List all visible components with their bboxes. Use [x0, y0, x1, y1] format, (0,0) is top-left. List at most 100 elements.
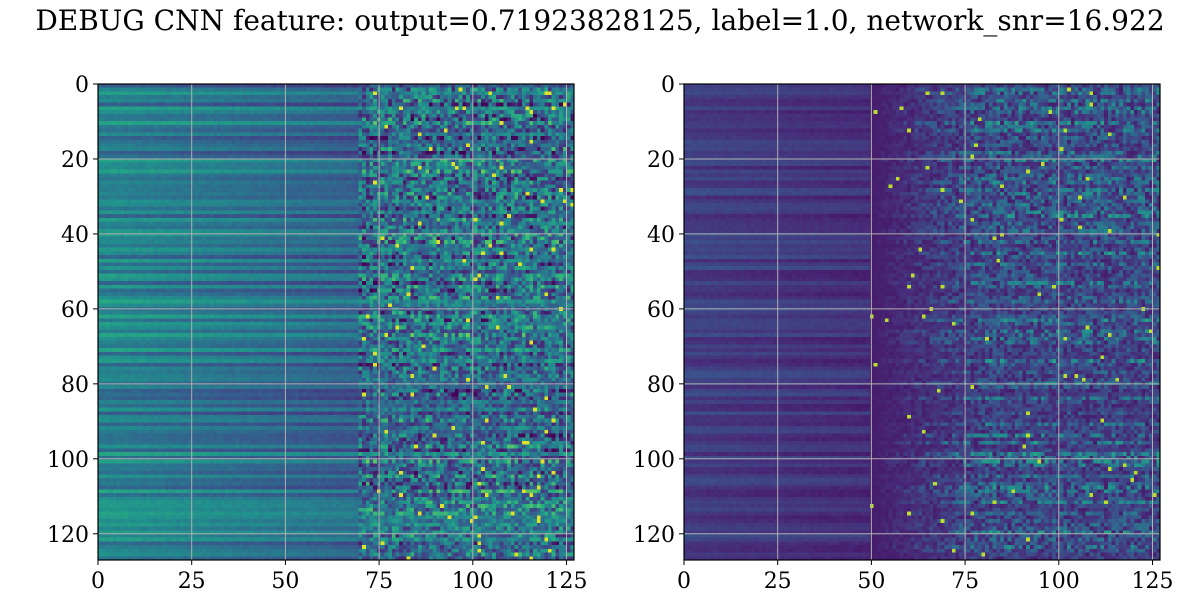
- heatmap-cell: [562, 113, 567, 118]
- heatmap-cell: [179, 128, 184, 133]
- heatmap-cell: [443, 158, 448, 163]
- heatmap-cell: [402, 98, 408, 103]
- heatmap-cell: [492, 150, 497, 156]
- heatmap-cell: [168, 206, 173, 211]
- heatmap-cell: [146, 191, 151, 196]
- heatmap-cell: [239, 150, 244, 156]
- heatmap-cell: [313, 154, 318, 159]
- heatmap-cell: [287, 128, 292, 133]
- heatmap-cell: [269, 180, 274, 185]
- heatmap-cell: [265, 110, 270, 115]
- heatmap-cell: [239, 124, 244, 129]
- heatmap-cell: [183, 165, 188, 170]
- heatmap-cell: [547, 158, 553, 163]
- heatmap-cell: [473, 143, 478, 148]
- heatmap-cell: [168, 87, 173, 92]
- heatmap-cell: [544, 176, 549, 182]
- heatmap-cell: [120, 136, 125, 141]
- heatmap-cell: [495, 184, 500, 189]
- heatmap-cell: [224, 136, 229, 141]
- heatmap-cell: [384, 173, 389, 178]
- heatmap-cell: [120, 91, 125, 96]
- heatmap-cell: [254, 217, 259, 222]
- heatmap-cell: [321, 188, 326, 193]
- heatmap-cell: [570, 110, 575, 115]
- heatmap-cell: [98, 113, 103, 118]
- heatmap-cell: [213, 143, 218, 148]
- heatmap-cell: [105, 87, 110, 92]
- heatmap-cell: [202, 188, 207, 193]
- heatmap-cell: [243, 225, 248, 230]
- heatmap-cell: [432, 206, 437, 211]
- heatmap-cell: [503, 169, 508, 174]
- heatmap-cell: [269, 84, 274, 89]
- heatmap-cell: [425, 165, 430, 170]
- heatmap-cell: [261, 191, 266, 196]
- heatmap-cell: [321, 128, 326, 133]
- heatmap-cell: [358, 136, 363, 141]
- heatmap-cell: [562, 203, 567, 208]
- heatmap-cell: [533, 184, 538, 189]
- heatmap-cell: [116, 188, 121, 193]
- heatmap-cell: [317, 180, 322, 185]
- heatmap-cell: [514, 154, 519, 159]
- heatmap-cell: [168, 110, 173, 115]
- heatmap-cell: [503, 121, 508, 126]
- heatmap-cell: [161, 176, 166, 182]
- heatmap-cell: [101, 188, 106, 193]
- heatmap-cell: [425, 206, 430, 211]
- heatmap-cell: [205, 147, 210, 152]
- heatmap-cell: [507, 110, 512, 115]
- heatmap-cell: [555, 188, 560, 193]
- heatmap-cell: [246, 117, 251, 122]
- heatmap-cell: [369, 169, 374, 174]
- heatmap-cell: [443, 143, 448, 148]
- heatmap-cell: [283, 106, 289, 111]
- heatmap-cell: [317, 184, 322, 189]
- heatmap-cell: [179, 184, 184, 189]
- heatmap-cell: [521, 221, 527, 226]
- heatmap-cell: [417, 150, 422, 156]
- heatmap-cell: [280, 180, 285, 185]
- heatmap-cell: [362, 180, 367, 185]
- heatmap-cell: [551, 124, 556, 129]
- heatmap-cell: [518, 84, 523, 89]
- heatmap-cell: [492, 102, 497, 107]
- heatmap-cell: [417, 95, 422, 100]
- heatmap-cell: [495, 113, 500, 118]
- heatmap-cell: [559, 110, 564, 115]
- heatmap-cell: [525, 113, 530, 118]
- heatmap-cell: [402, 139, 408, 144]
- heatmap-cell: [536, 225, 541, 230]
- heatmap-cell: [399, 173, 404, 178]
- heatmap-cell: [395, 214, 400, 219]
- heatmap-cell: [202, 121, 207, 126]
- heatmap-cell: [306, 158, 311, 163]
- heatmap-cell: [135, 199, 140, 204]
- heatmap-cell: [455, 154, 460, 159]
- heatmap-cell: [417, 199, 422, 204]
- heatmap-cell: [235, 113, 240, 118]
- heatmap-cell: [231, 162, 236, 167]
- heatmap-cell: [272, 132, 277, 137]
- heatmap-cell: [179, 173, 184, 178]
- heatmap-cell: [499, 184, 504, 189]
- heatmap-cell: [544, 147, 549, 152]
- heatmap-cell: [257, 154, 262, 159]
- heatmap-cell: [265, 147, 270, 152]
- heatmap-cell: [317, 139, 322, 144]
- heatmap-cell: [451, 95, 456, 100]
- heatmap-cell: [488, 87, 493, 92]
- heatmap-cell: [246, 199, 251, 204]
- heatmap-cell: [347, 98, 352, 103]
- heatmap-cell: [481, 121, 486, 126]
- heatmap-cell: [172, 128, 177, 133]
- heatmap-cell: [402, 206, 408, 211]
- heatmap-cell: [384, 117, 389, 122]
- heatmap-cell: [157, 154, 162, 159]
- heatmap-cell: [384, 195, 389, 200]
- heatmap-cell: [525, 121, 530, 126]
- heatmap-cell: [428, 128, 434, 133]
- heatmap-cell: [131, 110, 136, 115]
- heatmap-cell: [469, 225, 474, 230]
